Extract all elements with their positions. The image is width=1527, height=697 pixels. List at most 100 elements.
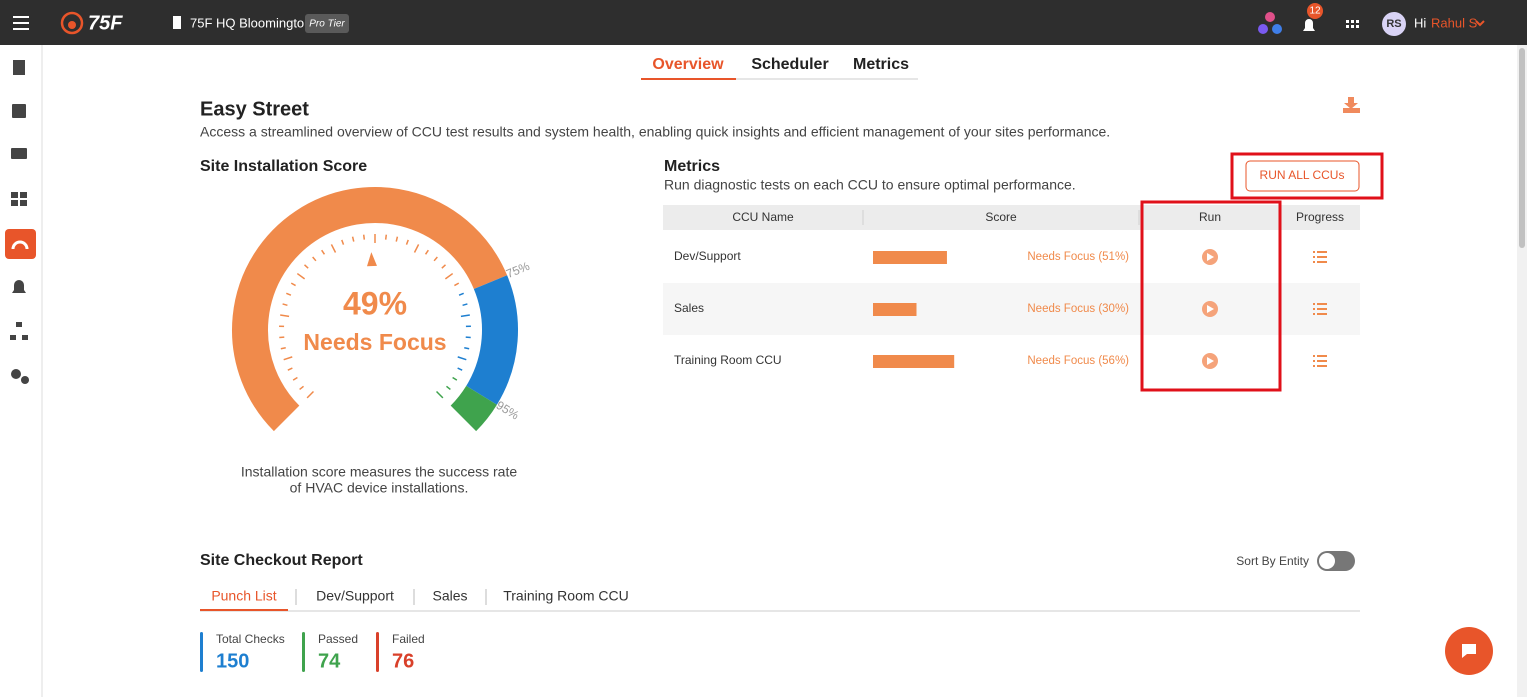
gauge-tick bbox=[280, 347, 286, 350]
gauge-tick bbox=[286, 292, 292, 296]
highlight-box bbox=[1230, 152, 1384, 200]
avatar[interactable] bbox=[1382, 12, 1406, 36]
gauge-tick bbox=[444, 272, 454, 280]
stats: Total Checks 150 Passed 74 Failed 76 bbox=[200, 632, 425, 672]
play-triangle bbox=[1207, 357, 1214, 365]
top-bar bbox=[0, 0, 1527, 45]
stat-label: Passed bbox=[318, 632, 358, 646]
row-band bbox=[663, 283, 1360, 335]
ccu-name: Training Room CCU bbox=[674, 353, 782, 367]
gauge-tick bbox=[424, 249, 429, 255]
run-button[interactable] bbox=[1202, 249, 1218, 265]
gauge-tick bbox=[395, 236, 399, 242]
run-button[interactable] bbox=[1202, 301, 1218, 317]
highlight-box bbox=[1140, 200, 1282, 392]
scroll-thumb[interactable] bbox=[1519, 48, 1525, 248]
chevron[interactable] bbox=[1475, 20, 1485, 27]
site-name[interactable]: 75F HQ Bloomington bbox=[190, 15, 311, 30]
gauge-pointer bbox=[366, 252, 377, 267]
tier-badge bbox=[305, 14, 349, 33]
gauge: 75% 95% bbox=[232, 187, 532, 432]
building-icon bbox=[173, 16, 181, 29]
gauge-caption: of HVAC device installations. bbox=[290, 480, 469, 496]
subtab[interactable]: Punch List bbox=[211, 588, 276, 604]
stat-value: 74 bbox=[318, 650, 341, 672]
gauge-tick bbox=[445, 385, 451, 391]
tab[interactable]: Overview bbox=[652, 56, 724, 73]
section-title: Metrics bbox=[664, 158, 720, 175]
gauge-tick bbox=[330, 244, 337, 253]
run-button[interactable] bbox=[1202, 353, 1218, 369]
notification-count: 12 bbox=[1309, 6, 1321, 17]
logo[interactable]: 75F bbox=[60, 11, 123, 34]
subtab[interactable]: Sales bbox=[432, 588, 467, 604]
scrollbar bbox=[1517, 45, 1527, 697]
tab[interactable]: Metrics bbox=[853, 56, 909, 73]
page-description: Access a streamlined overview of CCU tes… bbox=[200, 124, 1110, 140]
gauge-tick bbox=[351, 236, 355, 242]
gauge-tick bbox=[303, 264, 309, 269]
run-all-button[interactable] bbox=[1245, 160, 1360, 192]
list-line bbox=[1317, 261, 1327, 263]
gauge-tick bbox=[435, 390, 444, 399]
gauge-tick bbox=[452, 376, 458, 381]
bell-icon[interactable] bbox=[1303, 19, 1315, 31]
table-header bbox=[663, 205, 1360, 230]
page-title: Easy Street bbox=[200, 98, 309, 120]
list-dot bbox=[1313, 251, 1315, 253]
toggle-knob bbox=[1319, 553, 1335, 569]
column-header: Score bbox=[985, 210, 1017, 224]
subtab-separators bbox=[295, 589, 487, 605]
tier: Pro Tier bbox=[309, 19, 345, 30]
list-dot bbox=[1313, 256, 1315, 258]
progress-button[interactable] bbox=[1313, 355, 1327, 367]
grid-icon[interactable] bbox=[1346, 20, 1359, 28]
list-dot bbox=[1313, 313, 1315, 315]
active-nav[interactable] bbox=[5, 229, 36, 259]
gauge-tick bbox=[464, 347, 470, 350]
stat-bar bbox=[302, 632, 305, 672]
menu-button[interactable] bbox=[13, 16, 29, 30]
gauge-segment bbox=[450, 385, 497, 432]
apps-icon[interactable] bbox=[1258, 12, 1282, 34]
subtab[interactable]: Training Room CCU bbox=[503, 588, 629, 604]
table-body: Dev/Support Needs Focus (51%) Sales Needs F… bbox=[663, 249, 1360, 369]
score-bar bbox=[873, 251, 947, 264]
download-icon[interactable] bbox=[1343, 97, 1360, 113]
list-line bbox=[1317, 360, 1327, 362]
score-label: Needs Focus (51%) bbox=[1027, 251, 1129, 263]
score-label: Needs Focus (56%) bbox=[1027, 355, 1129, 367]
gauge-tick bbox=[433, 256, 438, 262]
threshold-label: 95% bbox=[494, 398, 522, 423]
column-header: Run bbox=[1199, 210, 1221, 224]
user-name[interactable]: Rahul S bbox=[1431, 15, 1478, 30]
gauge-tick bbox=[384, 234, 388, 240]
subtab[interactable]: Dev/Support bbox=[316, 588, 394, 604]
list-line bbox=[1317, 256, 1327, 258]
column-header: CCU Name bbox=[732, 210, 794, 224]
progress-button[interactable] bbox=[1313, 303, 1327, 315]
play-triangle bbox=[1207, 253, 1214, 261]
gauge-tick bbox=[296, 272, 306, 280]
gauge-value: 49% bbox=[343, 285, 407, 321]
threshold-label: 75% bbox=[504, 259, 532, 281]
gauge-segment bbox=[465, 275, 518, 405]
tab[interactable]: Scheduler bbox=[751, 56, 828, 73]
list-line bbox=[1317, 355, 1327, 357]
list-dot bbox=[1313, 365, 1315, 367]
gauge-tick bbox=[460, 314, 470, 318]
brand: 75F bbox=[88, 12, 123, 34]
list-dot bbox=[1313, 303, 1315, 305]
gauge-tick bbox=[287, 367, 293, 371]
gauge-tick bbox=[362, 234, 366, 240]
list-dot bbox=[1313, 355, 1315, 357]
progress-button[interactable] bbox=[1313, 251, 1327, 263]
greeting: Hi bbox=[1414, 15, 1426, 30]
list-dot bbox=[1313, 308, 1315, 310]
sidebar-icons[interactable] bbox=[10, 60, 29, 384]
sort-label: Sort By Entity bbox=[1236, 554, 1309, 568]
gauge-tick bbox=[405, 239, 409, 245]
stat-value: 76 bbox=[392, 650, 414, 672]
